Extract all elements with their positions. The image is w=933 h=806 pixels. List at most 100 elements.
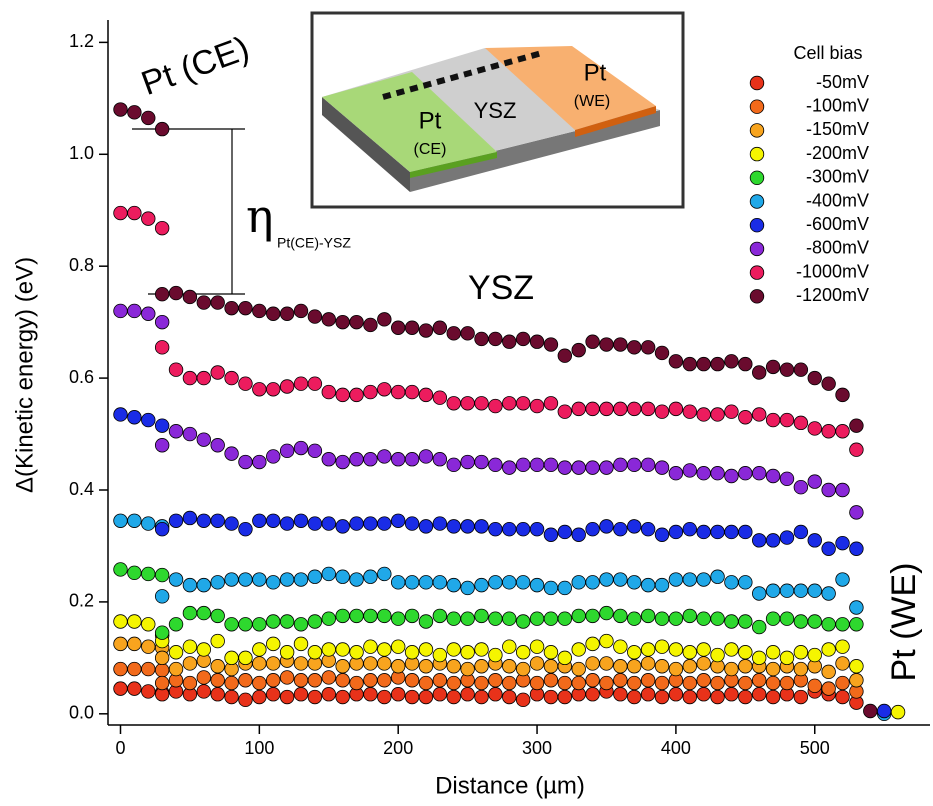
point: [502, 460, 517, 475]
point: [835, 387, 850, 403]
point: [502, 675, 517, 691]
point: [335, 387, 350, 403]
point: [196, 684, 212, 699]
point: [113, 205, 128, 221]
point: [293, 673, 309, 688]
point: [404, 645, 420, 660]
series: [113, 407, 892, 719]
point: [224, 572, 239, 587]
inset-label: YSZ: [474, 98, 517, 123]
point: [349, 314, 364, 330]
eta-subscript: Pt(CE)-YSZ: [277, 235, 351, 251]
point: [474, 608, 489, 624]
point: [141, 516, 156, 531]
point: [390, 611, 406, 626]
point: [543, 457, 559, 473]
point: [821, 376, 836, 391]
point: [363, 673, 378, 688]
legend-label: -50mV: [816, 72, 869, 92]
point: [377, 449, 392, 464]
point: [890, 704, 906, 720]
point: [252, 675, 267, 691]
legend-marker: [749, 146, 765, 162]
point: [252, 642, 267, 657]
point: [252, 689, 267, 705]
legend-label: -1200mV: [796, 285, 869, 305]
point: [390, 575, 406, 590]
point: [418, 675, 434, 691]
point: [557, 404, 573, 419]
point: [668, 466, 684, 481]
point: [682, 572, 697, 587]
point: [502, 575, 517, 590]
point: [696, 407, 711, 422]
point: [154, 521, 170, 537]
point: [154, 418, 170, 433]
y-tick-label: 1.0: [69, 143, 94, 163]
point: [279, 670, 295, 685]
point: [627, 645, 642, 660]
eta-symbol: η: [246, 189, 274, 243]
point: [821, 586, 836, 601]
point: [279, 443, 295, 459]
point: [293, 617, 309, 632]
point: [543, 689, 559, 705]
point: [543, 659, 559, 674]
y-tick-label: 0.4: [69, 479, 94, 499]
point: [515, 457, 531, 473]
point: [599, 519, 614, 534]
point: [432, 608, 448, 624]
point: [724, 404, 739, 419]
point: [543, 645, 559, 660]
point: [127, 565, 142, 581]
point: [266, 614, 281, 629]
point: [779, 675, 795, 691]
point: [127, 105, 142, 120]
pt-ce-pad: [322, 72, 497, 172]
point: [710, 569, 725, 584]
point: [279, 645, 295, 660]
point: [154, 567, 170, 583]
point: [224, 617, 239, 632]
point: [182, 656, 198, 671]
point: [807, 421, 822, 436]
point: [529, 334, 545, 349]
point: [307, 569, 323, 584]
point: [363, 569, 378, 584]
point: [807, 678, 822, 694]
point: [363, 639, 378, 654]
point: [738, 675, 753, 691]
y-tick-label: 0.0: [69, 703, 94, 723]
point: [738, 466, 753, 481]
point: [752, 687, 767, 702]
point: [752, 673, 767, 688]
point: [182, 675, 198, 691]
point: [349, 675, 364, 691]
point: [349, 608, 364, 624]
point: [238, 650, 253, 666]
point: [113, 614, 128, 629]
point: [460, 326, 475, 341]
point: [668, 611, 684, 626]
point: [404, 516, 420, 531]
point: [738, 410, 753, 425]
point: [654, 577, 670, 593]
point: [377, 382, 392, 397]
point: [640, 656, 656, 671]
point: [196, 577, 212, 593]
point: [321, 384, 336, 400]
point: [460, 645, 475, 660]
point: [154, 675, 170, 691]
point: [640, 642, 656, 657]
point: [154, 340, 170, 355]
point: [529, 639, 545, 654]
point: [446, 659, 461, 674]
point: [418, 642, 434, 657]
point: [627, 659, 642, 674]
legend-marker: [749, 75, 765, 91]
point: [765, 611, 781, 626]
point: [266, 306, 281, 321]
point: [696, 687, 711, 702]
point: [793, 661, 809, 677]
point: [710, 356, 725, 372]
